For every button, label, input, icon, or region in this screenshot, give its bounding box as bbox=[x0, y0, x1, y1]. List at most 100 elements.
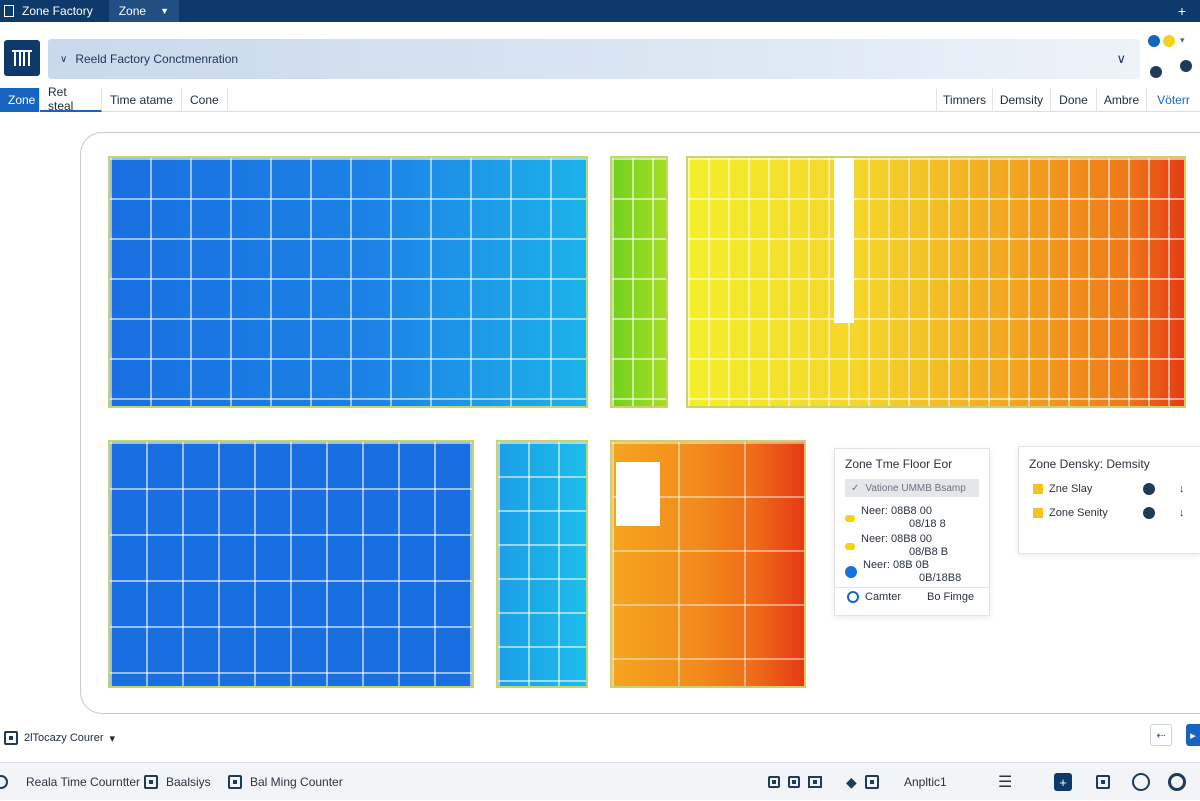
arrow-down-icon[interactable]: ↓ bbox=[1179, 507, 1185, 519]
counter-select-label: 2lTocazy Courer bbox=[24, 732, 104, 744]
plus-icon: + bbox=[1054, 773, 1072, 791]
next-button[interactable]: ▸ bbox=[1186, 724, 1200, 746]
range-button[interactable]: Bo Fimge bbox=[927, 591, 975, 603]
analysis-button[interactable]: Baalsiys bbox=[144, 763, 211, 801]
bottom-toolbar: Reala Time Courntter Baalsiys Bal Ming C… bbox=[0, 762, 1200, 800]
chevron-down-icon: ▾ bbox=[109, 732, 116, 745]
chevron-down-icon[interactable]: ∨ bbox=[1116, 51, 1126, 66]
breadcrumb-text: Reeld Factory Conctmenration bbox=[75, 52, 239, 66]
zone-cyan[interactable] bbox=[496, 440, 588, 688]
counter-icon bbox=[228, 775, 242, 789]
toolbar-label: Reala Time Courntter bbox=[26, 775, 141, 789]
calendar-icon[interactable] bbox=[788, 776, 800, 788]
yellow-marker-icon bbox=[845, 514, 855, 522]
row-label: Zone Senity bbox=[1049, 507, 1108, 519]
row-label: Neer: 08B8 00 bbox=[861, 505, 932, 517]
tab-label: Ambre bbox=[1103, 93, 1140, 107]
list-item[interactable]: Zne Slay ↓ bbox=[1033, 483, 1193, 495]
app-icon bbox=[4, 5, 14, 17]
search-button[interactable] bbox=[1168, 763, 1186, 801]
tab-label: Timners bbox=[943, 93, 986, 107]
pin-icon[interactable] bbox=[768, 776, 780, 788]
diamond-icon[interactable]: ◆ bbox=[846, 773, 857, 790]
center-button[interactable]: Camter bbox=[847, 591, 901, 603]
settings-icon[interactable] bbox=[1180, 60, 1192, 72]
logo[interactable] bbox=[4, 40, 40, 76]
settings-icon[interactable] bbox=[1143, 483, 1155, 495]
zone-blue-south[interactable] bbox=[108, 440, 474, 688]
circle-icon bbox=[1132, 773, 1150, 791]
row-label: Neer: 08B 0B bbox=[863, 559, 930, 571]
settings-icon[interactable] bbox=[1143, 507, 1155, 519]
chevron-down-icon: ∨ bbox=[60, 53, 68, 65]
back-button[interactable]: ⇠ bbox=[1150, 724, 1172, 746]
tab-voterr[interactable]: Vöterr bbox=[1146, 88, 1200, 112]
zone-menu-label: Zone bbox=[118, 4, 147, 18]
tab-time[interactable]: Time atame bbox=[102, 88, 182, 112]
check-icon: ✓ bbox=[851, 482, 860, 494]
menu-icon[interactable]: ☰ bbox=[998, 774, 1013, 791]
breadcrumb[interactable]: ∨ Reeld Factory Conctmenration ∨ bbox=[48, 39, 1140, 79]
tab-cone[interactable]: Cone bbox=[182, 88, 228, 112]
add-icon[interactable]: + bbox=[1177, 3, 1186, 19]
zone-yellow-red[interactable] bbox=[686, 156, 1186, 408]
aisle bbox=[834, 158, 854, 323]
panel-title: Zone Densky: Demsity bbox=[1029, 457, 1150, 471]
info-icon[interactable] bbox=[1148, 35, 1160, 47]
toolbar-label: Bal Ming Counter bbox=[250, 775, 343, 789]
tab-bar: Zone Ret steal Time atame Cone Timners D… bbox=[0, 85, 1200, 113]
download-icon[interactable] bbox=[864, 775, 879, 789]
chart-icon bbox=[144, 775, 158, 789]
counter-select[interactable]: 2lTocazy Courer ▾ bbox=[4, 728, 115, 748]
list-item[interactable]: Zone Senity ↓ bbox=[1033, 507, 1193, 519]
tab-density[interactable]: Demsity bbox=[992, 88, 1050, 112]
tab-ret-steal[interactable]: Ret steal bbox=[40, 85, 102, 113]
target-icon bbox=[847, 591, 859, 603]
alert-icon[interactable] bbox=[1163, 35, 1175, 47]
row-label: Neer: 08B8 00 bbox=[861, 533, 932, 545]
zone-green[interactable] bbox=[610, 156, 668, 408]
yellow-square-icon bbox=[1033, 484, 1043, 494]
list-item[interactable]: Neer: 08B8 00 08/18 8 bbox=[845, 505, 946, 531]
realtime-counter-button[interactable]: Reala Time Courntter bbox=[0, 763, 140, 801]
row-sub: 08/18 8 bbox=[909, 518, 946, 530]
mining-counter-button[interactable]: Bal Ming Counter bbox=[228, 763, 343, 801]
zone-floor-panel: Zone Tme Floor Eor ✓ Vatione UMMB Bsamp … bbox=[834, 448, 990, 616]
arrow-down-icon[interactable]: ↓ bbox=[1179, 483, 1185, 495]
zone-orange[interactable] bbox=[610, 440, 806, 688]
record-button[interactable] bbox=[1132, 763, 1150, 801]
selected-row[interactable]: ✓ Vatione UMMB Bsamp bbox=[845, 479, 979, 497]
toolbar-label: Baalsiys bbox=[166, 775, 211, 789]
list-item[interactable]: Neer: 08B 0B 0B/18B8 bbox=[845, 559, 961, 585]
add-button[interactable]: + bbox=[1054, 763, 1072, 801]
zone-blue-north[interactable] bbox=[108, 156, 588, 408]
floor-plan-frame bbox=[80, 132, 1200, 714]
tab-ambre[interactable]: Ambre bbox=[1096, 88, 1146, 112]
analytics-label: Anpltic1 bbox=[904, 775, 947, 789]
tab-label: Ret steal bbox=[48, 85, 74, 113]
tab-label: Done bbox=[1059, 93, 1088, 107]
yellow-square-icon bbox=[1033, 508, 1043, 518]
tab-timers[interactable]: Timners bbox=[936, 88, 992, 112]
clock-icon bbox=[0, 775, 8, 789]
row-sub: 08/B8 B bbox=[909, 546, 949, 558]
analytics-button[interactable]: Anpltic1 bbox=[904, 763, 947, 801]
blue-marker-icon bbox=[845, 566, 857, 578]
chevron-down-icon[interactable]: ▾ bbox=[1180, 35, 1185, 45]
list-item[interactable]: Neer: 08B8 00 08/B8 B bbox=[845, 533, 948, 559]
header-status-icons: ▾ bbox=[1146, 32, 1198, 92]
selected-row-label: Vatione UMMB Bsamp bbox=[865, 482, 966, 494]
user-icon[interactable] bbox=[1150, 66, 1162, 78]
tab-done[interactable]: Done bbox=[1050, 88, 1096, 112]
zone-menu[interactable]: Zone ▼ bbox=[108, 0, 179, 22]
copy-button[interactable] bbox=[1096, 763, 1110, 801]
yellow-marker-icon bbox=[845, 542, 855, 550]
tab-zone[interactable]: Zone bbox=[0, 88, 40, 112]
tab-label: Cone bbox=[190, 93, 219, 107]
layers-icon[interactable] bbox=[808, 776, 822, 788]
app-title: Zone Factory bbox=[22, 4, 93, 18]
divider bbox=[835, 587, 989, 588]
tool-group-2: ◆ bbox=[846, 763, 879, 801]
caret-down-icon: ▼ bbox=[160, 6, 169, 16]
tab-label: Zone bbox=[8, 93, 36, 107]
